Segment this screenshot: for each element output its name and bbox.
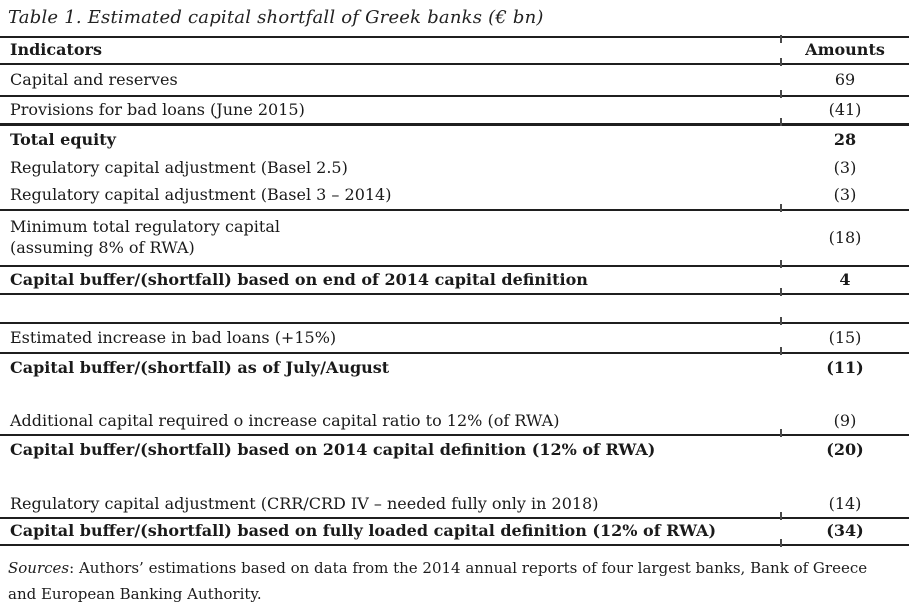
row-label: Capital buffer/(shortfall) as of July/Au… (10, 358, 390, 378)
spacer-row (0, 383, 909, 408)
row-label: Capital buffer/(shortfall) based on 2014… (10, 439, 656, 459)
row-label: Regulatory capital adjustment (Basel 2.5… (10, 157, 348, 177)
spacer-cell (781, 295, 909, 322)
row-amount: (3) (833, 185, 857, 205)
table-header-row: Indicators Amounts (0, 35, 909, 66)
row-amount: (3) (833, 157, 857, 177)
table-row-buffer-2014-definition-12pct: Capital buffer/(shortfall) based on 2014… (0, 436, 909, 464)
row-amount: (11) (826, 358, 864, 378)
row-amount: (18) (828, 227, 862, 247)
row-label: Total equity (10, 129, 116, 149)
spacer-row (0, 464, 909, 491)
column-header-indicators: Indicators (10, 40, 102, 60)
spacer-cell (0, 464, 781, 491)
row-amount: (41) (828, 99, 862, 119)
row-amount: (34) (826, 521, 864, 541)
row-amount: (20) (826, 439, 864, 459)
row-label: Capital buffer/(shortfall) based on end … (10, 269, 588, 289)
row-amount: (15) (828, 327, 862, 347)
table-row-estimated-increase-bad-loans: Estimated increase in bad loans (+15%) (… (0, 324, 909, 355)
spacer-cell (0, 295, 781, 322)
table-row-total-equity: Total equity 28 (0, 126, 909, 154)
row-label: Minimum total regulatory capital (assumi… (10, 217, 280, 257)
spacer-cell (0, 383, 781, 408)
row-label: Capital buffer/(shortfall) based on full… (10, 521, 717, 541)
sources-text: : Authors’ estimations based on data fro… (8, 559, 868, 603)
table-row-reg-adjustment-crr-crd: Regulatory capital adjustment (CRR/CRD I… (0, 491, 909, 520)
row-label: Regulatory capital adjustment (CRR/CRD I… (10, 493, 599, 513)
table-row-additional-capital-12pct: Additional capital required o increase c… (0, 408, 909, 437)
table-row-buffer-july-august: Capital buffer/(shortfall) as of July/Au… (0, 354, 909, 383)
table-row-provisions-bad-loans: Provisions for bad loans (June 2015) (41… (0, 97, 909, 126)
row-amount: 69 (834, 69, 856, 89)
spacer-cell (781, 464, 909, 491)
table-row-buffer-fully-loaded: Capital buffer/(shortfall) based on full… (0, 519, 909, 547)
table-row-capital-and-reserves: Capital and reserves 69 (0, 65, 909, 98)
spacer-cell (781, 383, 909, 408)
spacer-row (0, 295, 909, 325)
table-row-reg-adjustment-basel3: Regulatory capital adjustment (Basel 3 –… (0, 182, 909, 212)
sources-label: Sources (8, 559, 70, 577)
sources-note: Sources: Authors’ estimations based on d… (0, 546, 909, 607)
row-label: Estimated increase in bad loans (+15%) (10, 327, 337, 347)
capital-shortfall-table: Indicators Amounts Capital and reserves … (0, 35, 909, 547)
row-amount: (9) (833, 410, 857, 430)
row-label: Provisions for bad loans (June 2015) (10, 99, 305, 119)
column-header-amounts: Amounts (805, 40, 885, 60)
row-label: Regulatory capital adjustment (Basel 3 –… (10, 185, 392, 205)
table-row-minimum-regulatory-capital: Minimum total regulatory capital (assumi… (0, 211, 909, 268)
row-label: Additional capital required o increase c… (10, 410, 560, 430)
table-row-buffer-end-2014: Capital buffer/(shortfall) based on end … (0, 267, 909, 296)
row-amount: 4 (839, 269, 851, 289)
row-amount: 28 (833, 129, 857, 149)
row-amount: (14) (828, 493, 862, 513)
row-label: Capital and reserves (10, 69, 178, 89)
table-title: Table 1. Estimated capital shortfall of … (8, 7, 544, 28)
table-row-reg-adjustment-basel25: Regulatory capital adjustment (Basel 2.5… (0, 154, 909, 182)
